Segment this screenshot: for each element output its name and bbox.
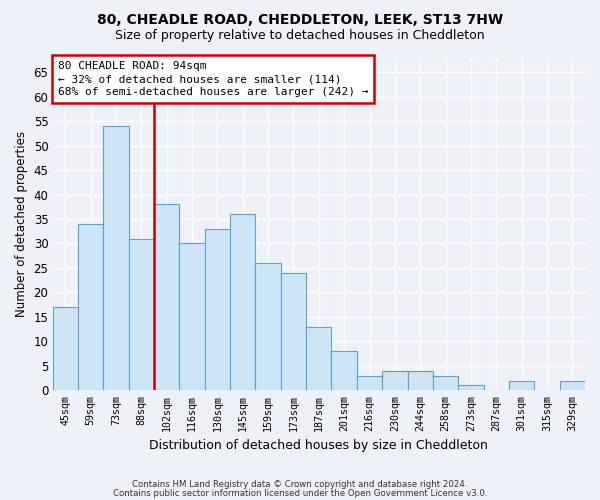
Bar — [128, 238, 154, 390]
Bar — [179, 244, 205, 390]
Text: 80, CHEADLE ROAD, CHEDDLETON, LEEK, ST13 7HW: 80, CHEADLE ROAD, CHEDDLETON, LEEK, ST13… — [97, 12, 503, 26]
Y-axis label: Number of detached properties: Number of detached properties — [15, 131, 28, 317]
X-axis label: Distribution of detached houses by size in Cheddleton: Distribution of detached houses by size … — [149, 440, 488, 452]
Bar — [509, 380, 534, 390]
Bar — [357, 376, 382, 390]
Bar — [407, 370, 433, 390]
Bar — [306, 326, 331, 390]
Text: Contains HM Land Registry data © Crown copyright and database right 2024.: Contains HM Land Registry data © Crown c… — [132, 480, 468, 489]
Bar — [331, 351, 357, 391]
Text: 80 CHEADLE ROAD: 94sqm
← 32% of detached houses are smaller (114)
68% of semi-de: 80 CHEADLE ROAD: 94sqm ← 32% of detached… — [58, 61, 368, 97]
Bar — [382, 370, 407, 390]
Bar — [458, 386, 484, 390]
Bar — [103, 126, 128, 390]
Bar — [281, 273, 306, 390]
Bar — [53, 307, 78, 390]
Bar — [78, 224, 103, 390]
Bar — [154, 204, 179, 390]
Bar — [230, 214, 256, 390]
Bar — [560, 380, 585, 390]
Bar — [256, 263, 281, 390]
Bar — [205, 229, 230, 390]
Bar — [433, 376, 458, 390]
Text: Contains public sector information licensed under the Open Government Licence v3: Contains public sector information licen… — [113, 488, 487, 498]
Text: Size of property relative to detached houses in Cheddleton: Size of property relative to detached ho… — [115, 29, 485, 42]
